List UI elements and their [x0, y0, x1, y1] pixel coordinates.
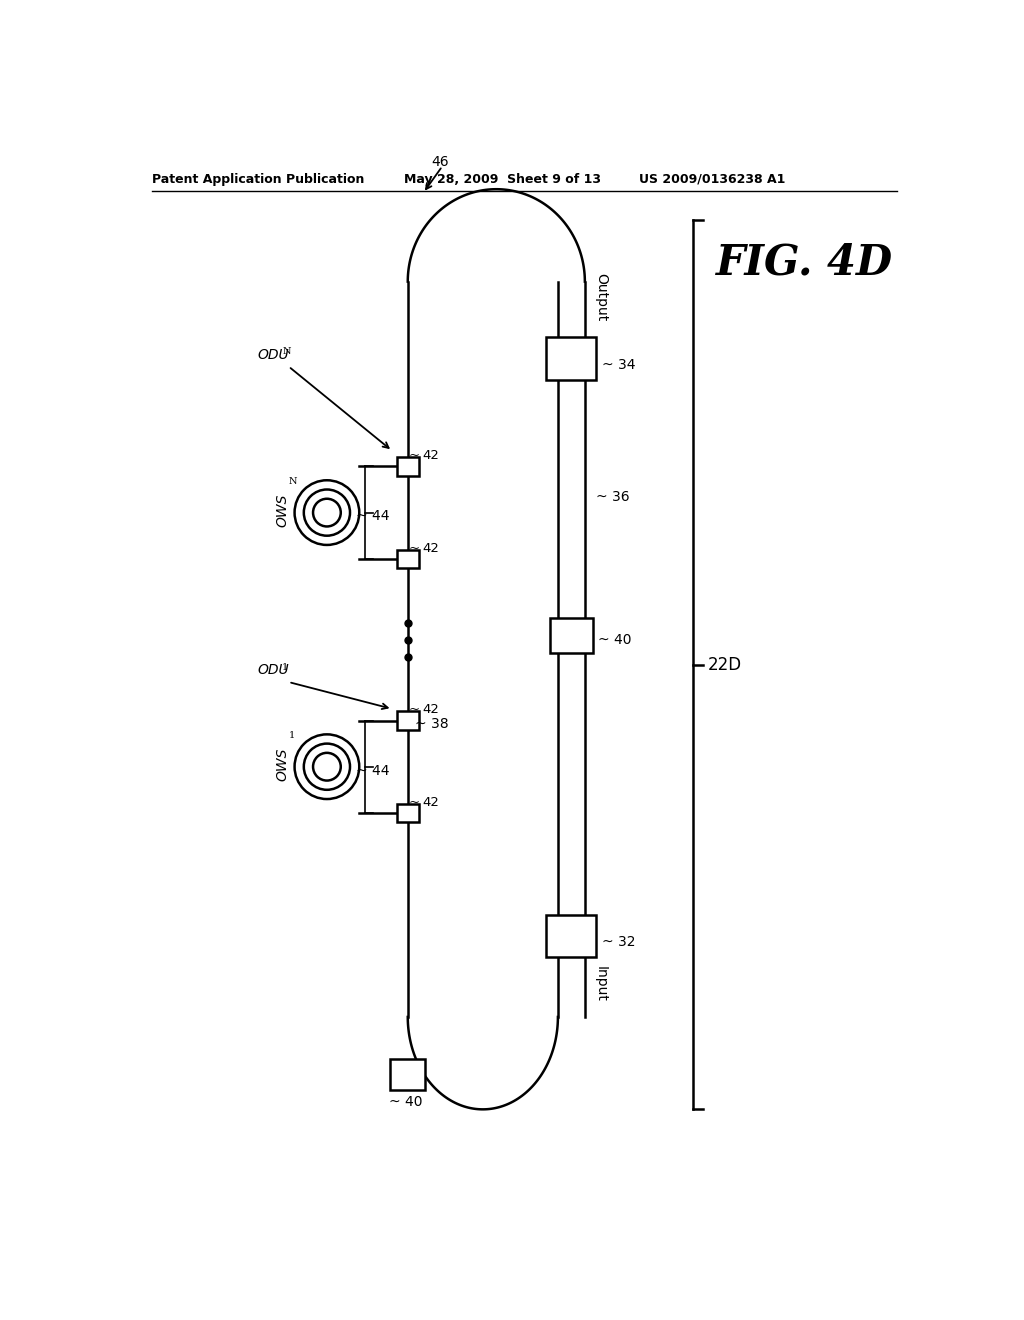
Text: FIG. 4D: FIG. 4D — [716, 242, 893, 284]
Bar — [397, 457, 419, 475]
Bar — [397, 711, 419, 730]
Bar — [397, 549, 419, 568]
Bar — [390, 1059, 425, 1090]
Text: US 2009/0136238 A1: US 2009/0136238 A1 — [639, 173, 785, 186]
Bar — [550, 619, 593, 653]
Text: 1: 1 — [289, 731, 295, 739]
Text: ~ 44: ~ 44 — [355, 510, 389, 524]
Text: ~ 34: ~ 34 — [602, 358, 636, 372]
Text: ~ 44: ~ 44 — [355, 763, 389, 777]
Text: 42: 42 — [422, 541, 439, 554]
Text: ~ 36: ~ 36 — [596, 490, 630, 504]
Text: ~: ~ — [409, 704, 420, 717]
Text: ~ 40: ~ 40 — [388, 1094, 422, 1109]
Text: 42: 42 — [422, 704, 439, 717]
Text: Patent Application Publication: Patent Application Publication — [153, 173, 365, 186]
Text: N: N — [289, 477, 297, 486]
Text: ~ 32: ~ 32 — [602, 936, 636, 949]
Text: 42: 42 — [422, 796, 439, 809]
Text: ODU: ODU — [258, 347, 289, 362]
Text: ~ 38: ~ 38 — [416, 717, 450, 731]
Text: May 28, 2009  Sheet 9 of 13: May 28, 2009 Sheet 9 of 13 — [403, 173, 601, 186]
Text: Output: Output — [594, 273, 608, 321]
Bar — [547, 338, 596, 380]
Text: 46: 46 — [431, 156, 449, 169]
Text: 22D: 22D — [708, 656, 742, 673]
Text: OWS: OWS — [275, 494, 289, 527]
Text: ~: ~ — [409, 796, 420, 809]
Text: ODU: ODU — [258, 664, 289, 677]
Text: ~ 40: ~ 40 — [598, 632, 632, 647]
Text: N: N — [283, 347, 291, 356]
Text: ~: ~ — [409, 541, 420, 554]
Bar — [397, 804, 419, 822]
Text: ~: ~ — [409, 449, 420, 462]
Text: 42: 42 — [422, 449, 439, 462]
Bar — [547, 915, 596, 957]
Text: Input: Input — [594, 966, 608, 1002]
Text: OWS: OWS — [275, 747, 289, 781]
Text: 1: 1 — [283, 663, 289, 672]
